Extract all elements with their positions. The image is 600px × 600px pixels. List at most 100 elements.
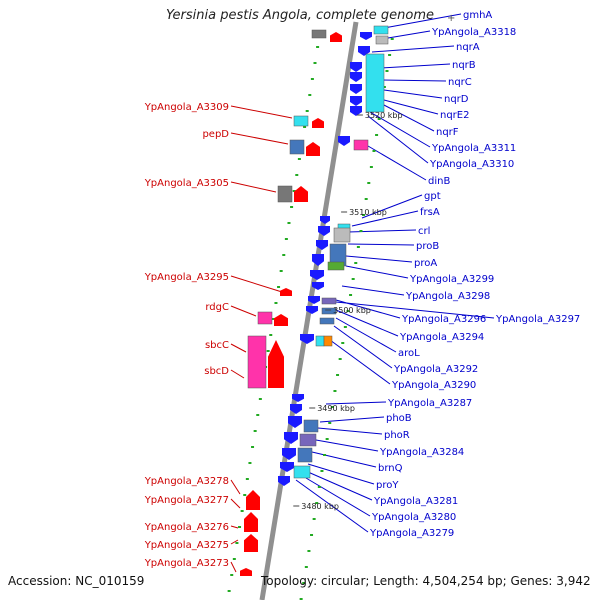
right-gene-label: crl bbox=[418, 226, 430, 237]
intergenic-dot bbox=[310, 78, 314, 80]
right-gene-label: nqrE2 bbox=[440, 110, 469, 121]
reverse-gene-arrow bbox=[312, 254, 324, 266]
intergenic-dot bbox=[390, 38, 394, 40]
intergenic-dot bbox=[287, 222, 291, 224]
reverse-gene-arrow bbox=[316, 240, 328, 250]
left-gene-label: sbcD bbox=[204, 366, 229, 377]
intergenic-dot bbox=[325, 438, 329, 440]
intergenic-dot bbox=[269, 334, 273, 336]
forward-gene-arrow bbox=[244, 512, 258, 532]
map-title: Yersinia pestis Angola, complete genome bbox=[166, 8, 434, 23]
cds-block bbox=[353, 139, 369, 151]
intergenic-dot bbox=[227, 590, 231, 592]
intergenic-dot bbox=[356, 246, 360, 248]
intergenic-dot bbox=[320, 470, 324, 472]
reverse-gene-arrow bbox=[288, 416, 302, 428]
right-gene-label: nqrF bbox=[436, 127, 459, 138]
left-leader-line bbox=[230, 343, 247, 353]
topology-text: Topology: circular; Length: 4,504,254 bp… bbox=[261, 574, 591, 588]
left-leader-line bbox=[230, 539, 239, 545]
intergenic-dot bbox=[274, 302, 278, 304]
cds-block-nqr bbox=[365, 53, 385, 113]
cds-block bbox=[321, 297, 337, 305]
intergenic-dot bbox=[302, 582, 306, 584]
right-gene-label: gmhA bbox=[463, 10, 492, 21]
right-leader-line bbox=[341, 285, 405, 296]
right-gene-label: gpt bbox=[424, 191, 441, 202]
right-leader-line bbox=[379, 63, 451, 69]
right-leader-line bbox=[333, 325, 393, 369]
right-leader-line bbox=[367, 115, 429, 164]
intergenic-dot bbox=[375, 134, 379, 136]
right-leader-line bbox=[335, 301, 495, 319]
intergenic-dot bbox=[362, 214, 366, 216]
right-leader-line bbox=[381, 103, 435, 132]
intergenic-dot bbox=[369, 166, 373, 168]
left-gene-label: rdgC bbox=[205, 302, 229, 313]
intergenic-dot bbox=[307, 550, 311, 552]
right-leader-line bbox=[335, 317, 397, 353]
right-leader-line bbox=[347, 229, 417, 233]
forward-gene-arrow bbox=[244, 534, 258, 552]
right-gene-label: nqrA bbox=[456, 42, 480, 53]
reverse-gene-arrow bbox=[278, 476, 290, 486]
cds-block-sbc bbox=[247, 335, 267, 389]
intergenic-dot bbox=[304, 566, 308, 568]
right-gene-label: YpAngola_A3311 bbox=[431, 143, 516, 154]
intergenic-dot bbox=[251, 446, 255, 448]
right-gene-label: proY bbox=[376, 480, 399, 491]
left-leader-line bbox=[230, 132, 289, 145]
right-gene-label: dinB bbox=[428, 176, 450, 187]
intergenic-dot bbox=[317, 486, 321, 488]
intergenic-dot bbox=[338, 358, 342, 360]
right-leader-line bbox=[307, 463, 375, 485]
left-gene-label: YpAngola_A3305 bbox=[144, 178, 229, 189]
right-leader-line bbox=[361, 194, 423, 219]
left-gene-label: YpAngola_A3309 bbox=[144, 102, 229, 113]
gene-labels: + YpAngola_A3309 pepD YpAngola_A3305 YpAngol… bbox=[144, 10, 581, 569]
reverse-gene-arrow bbox=[312, 282, 324, 290]
cds-block bbox=[373, 25, 389, 35]
intergenic-dot bbox=[385, 70, 389, 72]
intergenic-dot bbox=[297, 158, 301, 160]
cds-block bbox=[293, 465, 311, 479]
reverse-gene-arrow bbox=[280, 462, 294, 472]
right-leader-line bbox=[383, 89, 443, 99]
intergenic-dot bbox=[284, 238, 288, 240]
left-leader-line bbox=[230, 369, 245, 379]
intergenic-dot bbox=[364, 198, 368, 200]
right-gene-label: YpAngola_A3292 bbox=[393, 364, 478, 375]
reverse-gene-arrow bbox=[284, 432, 298, 444]
right-gene-label: YpAngola_A3281 bbox=[373, 496, 458, 507]
right-gene-label: YpAngola_A3287 bbox=[387, 398, 472, 409]
forward-gene-arrow bbox=[274, 314, 288, 326]
reverse-gene-arrow bbox=[350, 62, 362, 72]
forward-gene-arrow bbox=[240, 568, 252, 576]
right-leader-line bbox=[351, 210, 419, 227]
intergenic-dot bbox=[279, 270, 283, 272]
reverse-gene-arrow bbox=[300, 334, 314, 344]
cds-block bbox=[289, 139, 305, 155]
reverse-gene-arrow bbox=[360, 32, 372, 40]
cds-block bbox=[375, 35, 389, 45]
left-gene-label: pepD bbox=[202, 129, 229, 140]
right-gene-label: brnQ bbox=[378, 463, 403, 474]
right-leader-line bbox=[345, 255, 413, 263]
intergenic-markers bbox=[227, 30, 394, 600]
intergenic-dot bbox=[315, 502, 319, 504]
reverse-gene-arrow bbox=[282, 448, 296, 460]
left-gene-label: YpAngola_A3276 bbox=[144, 522, 229, 533]
intergenic-dot bbox=[328, 422, 332, 424]
left-leader-line bbox=[230, 479, 241, 495]
forward-gene-arrow bbox=[312, 118, 324, 128]
intergenic-dot bbox=[313, 62, 317, 64]
reverse-gene-arrow bbox=[292, 394, 304, 402]
intergenic-dot bbox=[303, 126, 307, 128]
intergenic-dot bbox=[282, 254, 286, 256]
intergenic-dot bbox=[349, 294, 353, 296]
right-gene-label: YpAngola_A3296 bbox=[401, 314, 486, 325]
right-leader-line bbox=[319, 416, 385, 423]
scale-tick-label: 3490 kbp bbox=[317, 404, 355, 413]
left-leader-line bbox=[230, 498, 241, 509]
